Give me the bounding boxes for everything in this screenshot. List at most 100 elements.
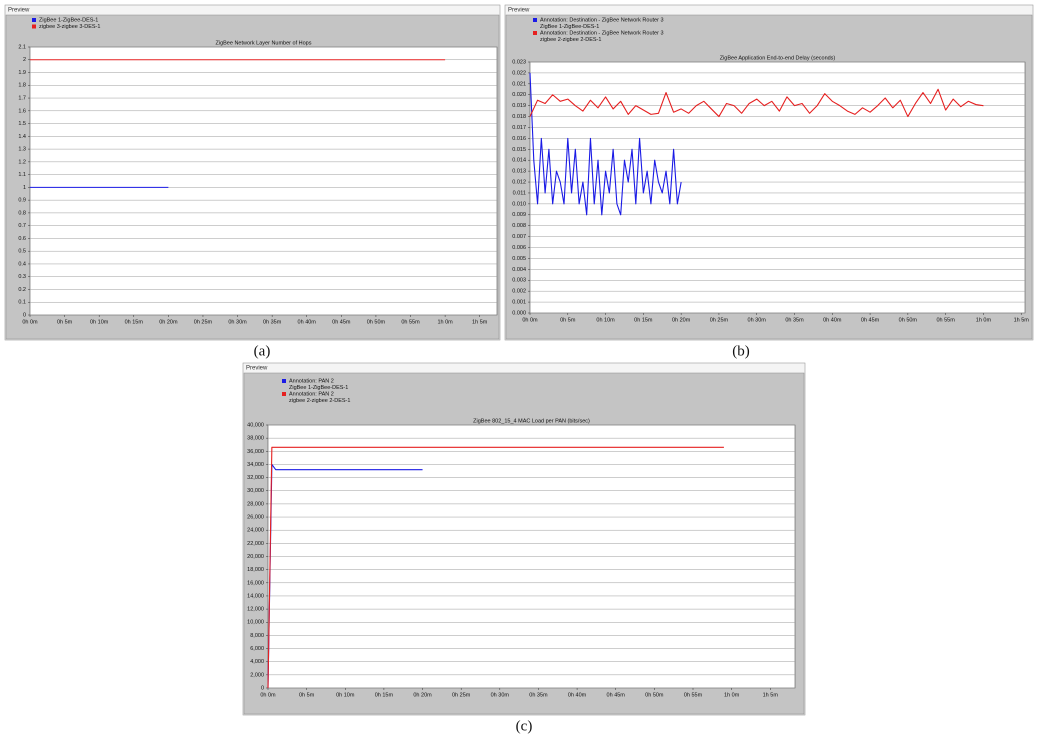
x-tick-label: 1h 0m — [976, 317, 992, 323]
y-tick-label: 32,000 — [247, 475, 264, 481]
x-tick-label: 0h 50m — [899, 317, 918, 323]
x-tick-label: 0h 15m — [375, 692, 394, 698]
y-tick-label: 1.5 — [18, 121, 26, 127]
x-tick-label: 0h 45m — [332, 319, 351, 325]
legend-label: zigbee 3-zigbee 3-DES-1 — [39, 24, 100, 30]
y-tick-label: 18,000 — [247, 567, 264, 573]
x-tick-label: 0h 35m — [263, 319, 282, 325]
x-tick-label: 0h 5m — [560, 317, 576, 323]
legend-label: zigbee 2-zigbee 2-DES-1 — [540, 37, 601, 43]
x-tick-label: 0h 20m — [413, 692, 432, 698]
series-line — [267, 446, 724, 689]
y-tick-label: 0.011 — [513, 190, 526, 196]
window-label: Preview — [8, 8, 30, 14]
y-tick-label: 1.9 — [18, 70, 26, 76]
y-tick-label: 1.7 — [18, 96, 26, 102]
x-tick-label: 1h 0m — [724, 692, 740, 698]
y-tick-label: 0.6 — [18, 236, 26, 242]
x-tick-label: 0h 30m — [228, 319, 247, 325]
x-tick-label: 0h 15m — [634, 317, 653, 323]
x-tick-label: 0h 10m — [336, 692, 355, 698]
x-tick-label: 0h 40m — [298, 319, 317, 325]
y-tick-label: 0.018 — [512, 114, 526, 120]
y-tick-label: 0 — [23, 312, 26, 318]
y-tick-label: 0.008 — [512, 223, 526, 229]
y-tick-label: 0.021 — [512, 81, 526, 87]
legend-label: ZigBee 1-ZigBee-DES-1 — [540, 24, 599, 30]
y-tick-label: 16,000 — [247, 580, 264, 586]
y-tick-label: 2.1 — [18, 44, 26, 50]
x-tick-label: 0h 35m — [785, 317, 804, 323]
x-tick-label: 1h 5m — [1014, 317, 1030, 323]
y-tick-label: 0.000 — [512, 310, 526, 316]
y-tick-label: 1.3 — [18, 147, 26, 153]
y-tick-label: 0.8 — [18, 210, 26, 216]
y-tick-label: 0.001 — [512, 300, 526, 306]
y-tick-label: 0.013 — [512, 169, 526, 175]
y-tick-label: 38,000 — [247, 436, 264, 442]
legend-annotation: Annotation: PAN 2 — [289, 378, 334, 384]
x-tick-label: 0h 25m — [710, 317, 729, 323]
y-tick-label: 0.003 — [512, 278, 526, 284]
series-line — [529, 88, 984, 118]
y-tick-label: 8,000 — [250, 633, 264, 639]
x-tick-label: 0h 40m — [568, 692, 587, 698]
x-tick-label: 0h 50m — [645, 692, 664, 698]
legend-swatch — [32, 24, 36, 29]
series-line — [529, 72, 682, 216]
legend-annotation: Annotation: PAN 2 — [289, 391, 334, 397]
x-tick-label: 1h 0m — [437, 319, 453, 325]
y-tick-label: 1.1 — [18, 172, 26, 178]
y-tick-label: 22,000 — [247, 541, 264, 547]
legend-annotation: Annotation: Destination - ZigBee Network… — [540, 17, 664, 23]
x-tick-label: 0h 0m — [22, 319, 38, 325]
y-tick-label: 14,000 — [247, 593, 264, 599]
x-tick-label: 0h 0m — [260, 692, 276, 698]
x-tick-label: 0h 25m — [452, 692, 471, 698]
y-tick-label: 0.020 — [512, 92, 526, 98]
y-tick-label: 36,000 — [247, 449, 264, 455]
x-tick-label: 0h 10m — [90, 319, 109, 325]
legend-swatch — [32, 18, 36, 22]
x-tick-label: 0h 5m — [299, 692, 315, 698]
y-tick-label: 0.4 — [18, 261, 26, 267]
x-tick-label: 0h 50m — [367, 319, 386, 325]
legend-swatch — [282, 392, 286, 396]
y-tick-label: 12,000 — [247, 607, 264, 613]
plot-area — [29, 46, 498, 316]
y-tick-label: 0.019 — [512, 103, 526, 109]
chart-title: ZigBee Network Layer Number of Hops — [216, 40, 312, 46]
x-tick-label: 0h 5m — [57, 319, 73, 325]
plot-area — [529, 61, 1026, 314]
x-tick-label: 0h 35m — [529, 692, 548, 698]
x-tick-label: 0h 55m — [401, 319, 420, 325]
legend-label: ZigBee 1-ZigBee-DES-1 — [39, 17, 98, 23]
y-tick-label: 0.022 — [512, 70, 526, 76]
y-tick-label: 0.010 — [512, 201, 526, 207]
legend-swatch — [533, 18, 537, 22]
x-tick-label: 0h 30m — [748, 317, 767, 323]
x-tick-label: 0h 30m — [491, 692, 510, 698]
y-tick-label: 0 — [261, 685, 264, 691]
x-tick-label: 0h 40m — [823, 317, 842, 323]
y-tick-label: 0.004 — [512, 267, 526, 273]
y-tick-label: 0.2 — [18, 287, 26, 293]
y-tick-label: 0.016 — [512, 136, 526, 142]
y-tick-label: 24,000 — [247, 528, 264, 534]
y-tick-label: 2 — [23, 57, 26, 63]
y-tick-label: 0.023 — [512, 59, 526, 65]
x-tick-label: 0h 15m — [125, 319, 144, 325]
y-tick-label: 0.3 — [18, 274, 26, 280]
y-tick-label: 0.015 — [512, 147, 526, 153]
x-tick-label: 0h 45m — [861, 317, 880, 323]
y-tick-label: 30,000 — [247, 488, 264, 494]
y-tick-label: 0.7 — [18, 223, 26, 229]
y-tick-label: 0.014 — [512, 158, 526, 164]
y-tick-label: 0.017 — [512, 125, 526, 131]
x-tick-label: 0h 55m — [936, 317, 955, 323]
legend-label: ZigBee 1-ZigBee-DES-1 — [289, 385, 348, 391]
window-label: Preview — [246, 366, 268, 372]
x-tick-label: 1h 5m — [472, 319, 488, 325]
